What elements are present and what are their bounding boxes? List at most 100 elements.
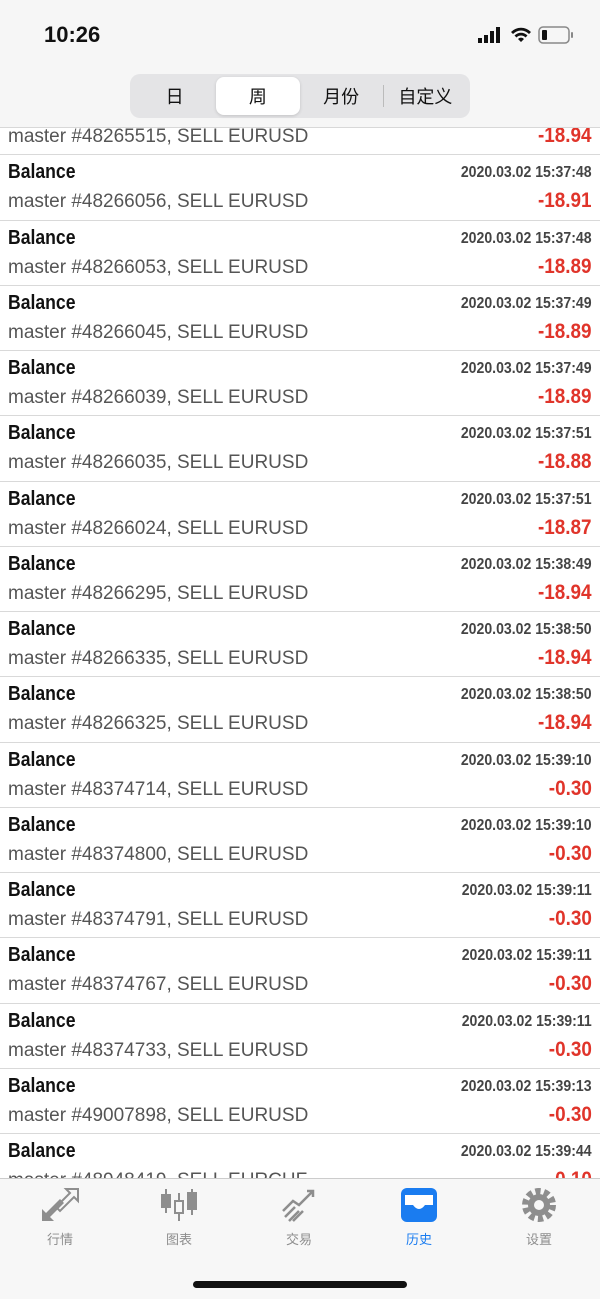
segment-day[interactable]: 日 (165, 87, 184, 107)
row-description: master #48266325, SELL EURUSD (8, 713, 309, 735)
tab-label: 行情 (46, 1232, 73, 1247)
row-description: master #48374714, SELL EURUSD (8, 778, 309, 800)
list-item[interactable]: Balance 2020.03.02 15:39:13 master #490078… (0, 1069, 600, 1134)
row-date: 2020.03.02 15:39:10 (461, 816, 592, 834)
list-item[interactable]: Balance 2020.03.02 15:37:49 master #482660… (0, 286, 600, 351)
row-date: 2020.03.02 15:39:11 (462, 882, 592, 899)
list-item[interactable]: Balance 2020.03.02 15:39:11 master #483747… (0, 873, 600, 939)
settings-icon (522, 1188, 556, 1222)
period-segmented-control: 日 周 月份 自定义 (130, 74, 470, 118)
row-amount: -18.87 (538, 515, 592, 539)
quotes-icon (42, 1188, 79, 1221)
segment-divider (382, 85, 384, 107)
tab-label: 交易 (285, 1232, 312, 1247)
row-amount: -0.30 (548, 907, 592, 930)
tab-history[interactable]: 历史 (379, 1187, 459, 1248)
row-amount: -0.30 (548, 1102, 592, 1126)
tab-bar: 行情 图表 交易 历史 设置 (0, 1178, 600, 1299)
row-title: Balance (8, 422, 76, 445)
history-icon (401, 1188, 437, 1222)
tab-settings[interactable]: 设置 (499, 1187, 579, 1248)
segment-custom[interactable]: 自定义 (398, 87, 453, 107)
tab-label: 图表 (165, 1232, 192, 1247)
row-date: 2020.03.02 15:39:11 (462, 947, 592, 965)
row-title: Balance (8, 1140, 76, 1162)
row-title: Balance (8, 226, 76, 249)
row-date: 2020.03.02 15:38:50 (461, 621, 592, 638)
row-amount: -18.91 (538, 189, 592, 213)
row-title: Balance (8, 161, 76, 184)
tab-quotes[interactable]: 行情 (20, 1187, 100, 1248)
list-item[interactable]: Balance 2020.03.02 15:38:49 master #482662… (0, 547, 600, 612)
home-indicator (193, 1281, 407, 1288)
row-date: 2020.03.02 15:39:13 (461, 1077, 592, 1095)
row-description: master #48265515, SELL EURUSD (8, 126, 309, 147)
row-description: master #48266053, SELL EURUSD (8, 256, 309, 278)
row-date: 2020.03.02 15:39:11 (462, 1012, 592, 1030)
list-item[interactable]: Balance 2020.03.02 15:37:51 master #482660… (0, 482, 600, 547)
list-item[interactable]: Balance 2020.03.02 15:39:10 master #483747… (0, 743, 600, 808)
segment-month[interactable]: 月份 (323, 87, 360, 107)
row-title: Balance (8, 291, 76, 314)
status-time: 10:26 (44, 22, 101, 47)
row-date: 2020.03.02 15:39:44 (461, 1143, 592, 1160)
list-item[interactable]: Balance 2020.03.02 15:37:51 master #482660… (0, 416, 600, 482)
list-item[interactable]: Balance 2020.03.02 15:39:10 master #483748… (0, 808, 600, 873)
list-item[interactable]: Balance 2020.03.02 15:38:50 master #482663… (0, 677, 600, 743)
row-description: master #48266045, SELL EURUSD (8, 321, 309, 343)
row-date: 2020.03.02 15:37:48 (461, 229, 592, 247)
row-title: Balance (8, 1009, 76, 1032)
tab-chart[interactable]: 图表 (139, 1187, 219, 1248)
row-amount: -18.88 (538, 450, 592, 474)
row-title: Balance (8, 487, 76, 510)
list-item[interactable]: Balance 2020.03.02 15:37:48 master #482660… (0, 155, 600, 221)
row-date: 2020.03.02 15:38:50 (461, 686, 592, 704)
row-date: 2020.03.02 15:37:49 (461, 294, 592, 312)
row-title: Balance (8, 683, 76, 706)
history-list[interactable]: master #48265515, SELL EURUSD -18.94 Balan… (0, 90, 600, 1200)
row-description: master #48266295, SELL EURUSD (8, 582, 309, 604)
row-description: master #48266035, SELL EURUSD (8, 452, 309, 474)
trade-icon (282, 1189, 315, 1222)
list-item[interactable]: master #48265515, SELL EURUSD -18.94 (0, 90, 600, 156)
segment-week[interactable]: 周 (216, 77, 300, 115)
row-date: 2020.03.02 15:37:51 (461, 425, 592, 443)
tab-trade[interactable]: 交易 (259, 1187, 339, 1248)
row-amount: -0.30 (548, 1037, 592, 1061)
row-amount: -18.94 (538, 124, 592, 147)
list-item[interactable]: Balance 2020.03.02 15:37:49 master #482660… (0, 351, 600, 417)
row-title: Balance (8, 1074, 76, 1097)
status-icons (478, 26, 574, 44)
battery-icon (538, 26, 573, 44)
row-description: master #48266056, SELL EURUSD (8, 191, 309, 213)
row-description: master #48374767, SELL EURUSD (8, 974, 309, 996)
row-description: master #48266024, SELL EURUSD (8, 517, 309, 539)
row-description: master #48374733, SELL EURUSD (8, 1039, 309, 1061)
list-item[interactable]: Balance 2020.03.02 15:37:48 master #482660… (0, 221, 600, 286)
row-description: master #48266039, SELL EURUSD (8, 387, 309, 408)
row-description: master #48374791, SELL EURUSD (8, 909, 309, 930)
row-title: Balance (8, 748, 76, 771)
row-description: master #48266335, SELL EURUSD (8, 648, 309, 669)
header: 10:26 日 周 月份 自定义 (0, 0, 600, 128)
chart-icon (161, 1189, 197, 1221)
list-item[interactable]: Balance 2020.03.02 15:39:11 master #483747… (0, 1004, 600, 1069)
row-date: 2020.03.02 15:39:10 (461, 751, 592, 769)
row-amount: -18.89 (538, 385, 592, 408)
row-title: Balance (8, 618, 76, 640)
tab-label: 历史 (405, 1232, 432, 1247)
row-date: 2020.03.02 15:38:49 (461, 555, 592, 573)
row-title: Balance (8, 944, 76, 967)
row-amount: -0.30 (548, 776, 592, 800)
list-item[interactable]: Balance 2020.03.02 15:39:11 master #483747… (0, 938, 600, 1004)
row-amount: -0.30 (548, 841, 592, 865)
row-date: 2020.03.02 15:37:51 (461, 490, 592, 508)
row-amount: -0.30 (548, 972, 592, 996)
signal-icon (478, 27, 500, 43)
list-item[interactable]: Balance 2020.03.02 15:38:50 master #482663… (0, 612, 600, 678)
row-date: 2020.03.02 15:37:48 (461, 164, 592, 182)
row-amount: -18.94 (538, 711, 592, 735)
row-date: 2020.03.02 15:37:49 (461, 360, 592, 377)
row-title: Balance (8, 552, 76, 575)
row-title: Balance (8, 879, 76, 901)
